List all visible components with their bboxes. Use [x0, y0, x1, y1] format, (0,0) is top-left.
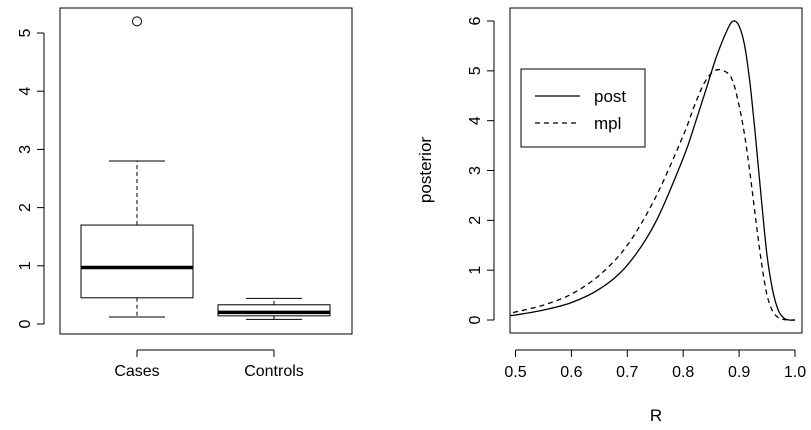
density-x-axis: 0.5 0.6 0.7 0.8 0.9 1.0	[504, 349, 806, 381]
density-y-tick-label: 0	[467, 315, 484, 324]
density-y-tick-label: 4	[467, 116, 484, 125]
series-line-post	[510, 20, 796, 321]
density-x-tick-label: 0.5	[504, 364, 526, 381]
boxplot-y-tick-label: 3	[17, 145, 34, 154]
density-y-tick-label: 5	[467, 66, 484, 75]
density-y-axis-title: posterior	[416, 137, 435, 203]
box-iqr	[80, 224, 194, 299]
boxplot-y-tick-label: 5	[17, 28, 34, 37]
boxplot-y-tick-label: 0	[17, 319, 34, 328]
boxplot-y-tick-label: 2	[17, 203, 34, 212]
boxplot-y-axis: 0 1 2 3 4 5	[17, 28, 45, 328]
density-y-tick-label: 6	[467, 16, 484, 25]
box-iqr	[217, 304, 331, 317]
density-x-tick-label: 0.9	[728, 364, 750, 381]
legend: post mpl	[520, 68, 646, 148]
density-y-tick-label: 2	[467, 216, 484, 225]
legend-label-post: post	[594, 87, 626, 106]
density-x-tick-label: 1.0	[784, 364, 806, 381]
density-x-axis-title: R	[650, 406, 662, 425]
boxplot-y-tick-label: 1	[17, 261, 34, 270]
boxplot-x-tick-label: Cases	[114, 363, 159, 380]
density-x-tick-label: 0.6	[560, 364, 582, 381]
legend-box	[520, 68, 646, 148]
series-line-mpl	[510, 68, 796, 321]
density-panel: 0 1 2 3 4 5 6 0.5 0.6 0.7 0.8 0.9 1.0 R posterior p…	[416, 7, 806, 425]
boxplot-x-axis: Cases Controls	[114, 349, 304, 380]
boxplot-boxes	[80, 16, 331, 320]
legend-label-mpl: mpl	[594, 114, 621, 133]
density-plot-frame	[509, 7, 803, 334]
density-x-tick-label: 0.7	[616, 364, 638, 381]
boxplot-y-tick-label: 4	[17, 87, 34, 96]
density-y-tick-label: 3	[467, 166, 484, 175]
boxplot-x-tick-label: Controls	[244, 363, 304, 380]
boxplot-plot-frame	[59, 7, 353, 335]
density-y-axis: 0 1 2 3 4 5 6	[467, 16, 495, 324]
box-outlier-point	[132, 16, 142, 27]
density-x-tick-label: 0.8	[672, 364, 694, 381]
density-y-tick-label: 1	[467, 266, 484, 275]
boxplot-panel: 0 1 2 3 4 5 Cases Controls	[17, 7, 353, 380]
density-lines	[510, 20, 796, 321]
